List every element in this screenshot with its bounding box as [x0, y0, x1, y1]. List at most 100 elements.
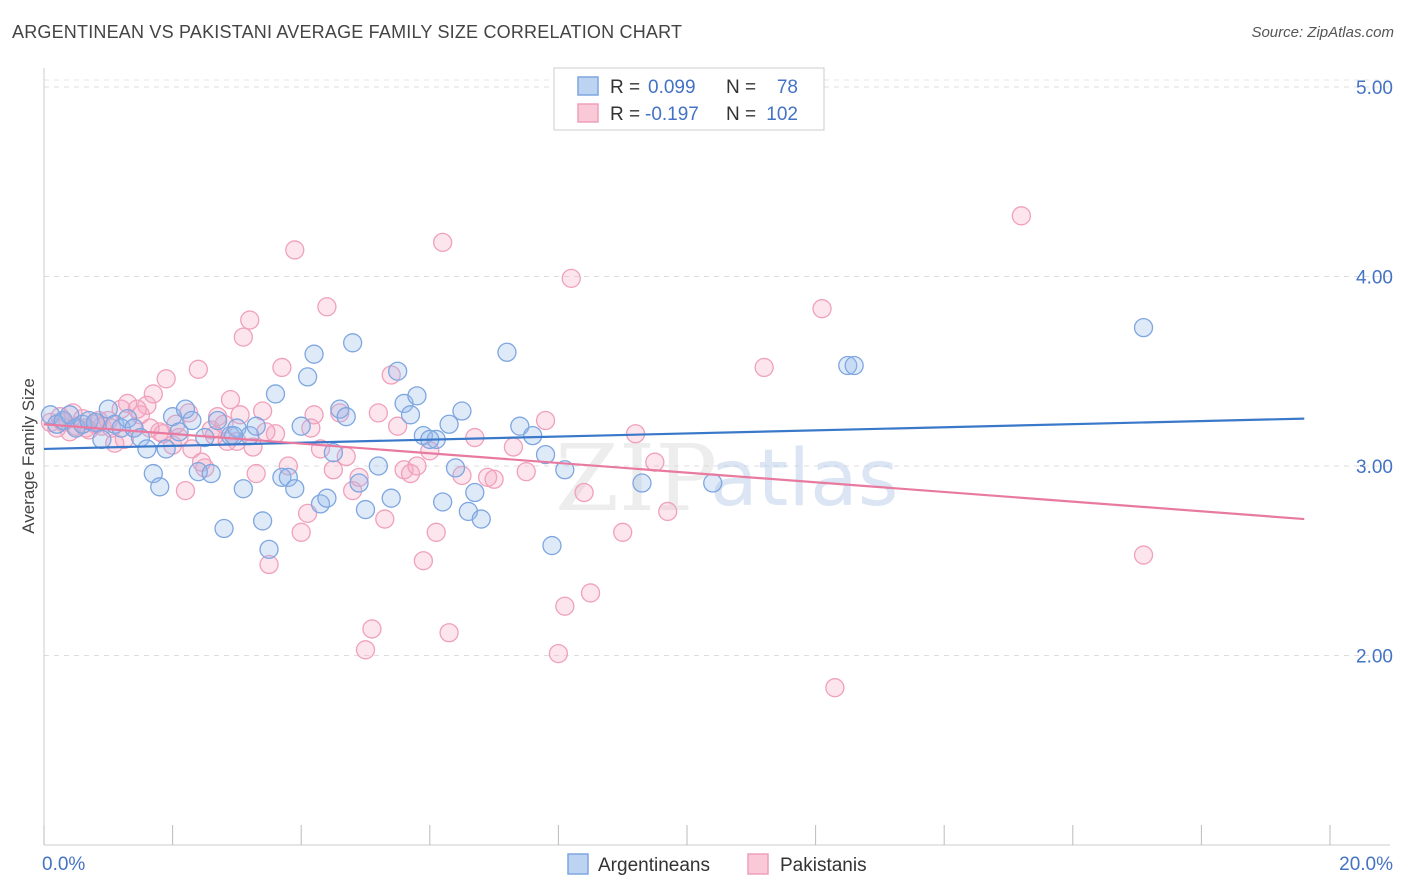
legend-n-label-2: N =	[726, 104, 756, 125]
pakistani-point	[175, 480, 196, 501]
argentinean-point	[137, 439, 157, 459]
pakistani-point	[433, 232, 453, 253]
argentinean-point	[1133, 317, 1154, 338]
pakistani-point	[317, 297, 337, 317]
grid-lines	[44, 79, 1390, 656]
pakistani-point	[246, 463, 266, 484]
pakistani-point	[452, 465, 472, 486]
pakistani-point	[535, 410, 556, 431]
argentinean-point	[452, 401, 472, 421]
argentinean-point	[117, 408, 138, 429]
pakistani-point	[548, 643, 569, 664]
argentinean-point	[233, 479, 253, 499]
argentinean-point	[182, 410, 202, 431]
pakistani-point	[645, 452, 665, 472]
pakistani-point	[825, 678, 845, 698]
data-points	[40, 206, 1154, 698]
pakistani-point	[243, 437, 263, 457]
legend-r-value-1: 0.099	[648, 77, 696, 98]
argentinean-point	[304, 344, 324, 364]
argentinean-point	[349, 473, 369, 493]
pakistani-point	[426, 522, 446, 542]
axes	[43, 68, 1390, 846]
argentinean-point	[323, 443, 344, 463]
argentinean-point	[124, 418, 144, 438]
legend-swatch-pakistanis	[577, 103, 599, 123]
pakistani-point	[503, 437, 524, 457]
argentinean-point	[535, 444, 556, 465]
argentinean-point	[224, 426, 244, 446]
pakistani-point	[137, 395, 157, 415]
argentinean-point	[297, 367, 318, 387]
legend-n-value-1: 78	[777, 77, 798, 98]
pakistani-point	[259, 554, 279, 575]
argentinean-point	[201, 463, 221, 484]
y-tick-label: 3.00	[1356, 457, 1393, 478]
pakistani-point	[355, 640, 376, 660]
y-tick-label: 4.00	[1356, 267, 1393, 288]
bottom-legend-argentineans: Argentineans	[598, 855, 710, 876]
argentinean-point	[214, 518, 234, 539]
argentinean-point	[433, 492, 453, 512]
argentinean-point	[272, 467, 292, 487]
pakistani-point	[297, 503, 318, 524]
legend-r-value-2: -0.197	[645, 104, 699, 125]
pakistani-point	[323, 460, 344, 480]
argentinean-point	[336, 407, 356, 427]
argentinean-point	[175, 399, 196, 419]
pakistani-point	[272, 357, 292, 378]
argentinean-point	[150, 477, 170, 497]
argentinean-point	[555, 460, 575, 480]
argentinean-point	[445, 458, 466, 478]
argentinean-point	[632, 473, 652, 493]
pakistani-point	[439, 623, 459, 643]
argentinean-point	[542, 535, 562, 556]
argentinean-point	[465, 482, 485, 503]
argentinean-point	[439, 414, 459, 434]
argentinean-point	[156, 439, 176, 459]
argentinean-point	[838, 355, 858, 376]
bottom-swatch-pakistanis	[747, 853, 769, 875]
argentinean-point	[207, 410, 228, 431]
pakistani-point	[516, 462, 536, 482]
pakistani-point	[1133, 545, 1154, 565]
pakistani-point	[220, 389, 241, 410]
pakistani-point	[555, 596, 575, 616]
argentinean-point	[169, 422, 189, 442]
argentinean-point	[285, 479, 305, 499]
argentinean-point	[355, 499, 376, 520]
y-tick-label: 5.00	[1356, 78, 1393, 99]
pakistani-point	[233, 327, 253, 347]
bottom-swatch-argentineans	[567, 853, 589, 875]
argentinean-point	[387, 361, 408, 381]
argentinean-point	[342, 333, 363, 353]
legend-box: R = 0.099 N = 78 R = -0.197 N = 102	[553, 67, 825, 131]
pakistani-point	[143, 384, 163, 404]
argentinean-point	[317, 488, 337, 508]
y-tick-label: 2.00	[1356, 646, 1393, 667]
pakistani-point	[613, 522, 633, 542]
argentinean-point	[291, 416, 311, 436]
argentinean-point	[252, 511, 273, 531]
pakistani-point	[368, 403, 389, 423]
pakistani-point	[407, 456, 427, 476]
legend-swatch-argentineans	[577, 76, 599, 96]
x-tick-label: 0.0%	[42, 854, 85, 875]
pakistani-point	[301, 418, 321, 438]
argentinean-point	[703, 473, 723, 493]
pakistani-point	[400, 463, 421, 484]
y-axis-label: Average Family Size	[19, 378, 38, 534]
x-tick-labels: 0.0% 20.0%	[42, 854, 1393, 875]
argentinean-point	[92, 429, 112, 450]
pakistani-point	[580, 583, 601, 603]
pakistani-point	[658, 501, 678, 522]
pakistani-point	[387, 416, 408, 436]
argentinean-point	[400, 405, 421, 425]
argentineans-trend-line	[43, 417, 1305, 451]
y-tick-labels: 2.00 3.00 4.00 5.00	[1356, 78, 1393, 668]
pakistani-point	[291, 522, 311, 542]
bottom-legend-pakistanis: Pakistanis	[780, 855, 867, 876]
pakistani-point	[156, 369, 176, 389]
argentinean-point	[471, 509, 491, 529]
argentinean-point	[523, 426, 543, 446]
